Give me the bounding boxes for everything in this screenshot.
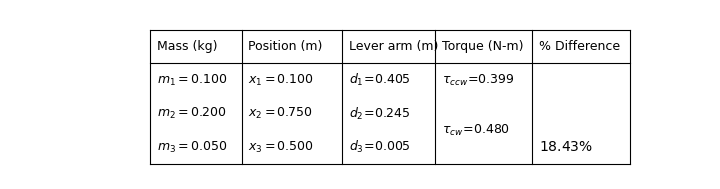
Text: $m_1 = 0.100$: $m_1 = 0.100$ xyxy=(157,73,228,88)
Text: $x_1 = 0.100$: $x_1 = 0.100$ xyxy=(248,73,315,88)
Text: Lever arm (m): Lever arm (m) xyxy=(349,40,438,53)
Text: Torque (N-m): Torque (N-m) xyxy=(441,40,523,53)
Text: $m_2 = 0.200$: $m_2 = 0.200$ xyxy=(157,106,227,121)
Text: $18.43\%$: $18.43\%$ xyxy=(539,140,593,154)
Text: Mass (kg): Mass (kg) xyxy=(157,40,217,53)
Text: % Difference: % Difference xyxy=(539,40,620,53)
Text: $d_3\!=\!0.005$: $d_3\!=\!0.005$ xyxy=(349,139,410,155)
Text: $d_1\!=\!0.405$: $d_1\!=\!0.405$ xyxy=(349,72,410,88)
Text: $m_3 = 0.050$: $m_3 = 0.050$ xyxy=(157,139,228,155)
Text: $d_2\!=\!0.245$: $d_2\!=\!0.245$ xyxy=(349,106,410,122)
Text: $x_3 = 0.500$: $x_3 = 0.500$ xyxy=(248,139,315,155)
Text: $\tau_{cw}\!=\!0.480$: $\tau_{cw}\!=\!0.480$ xyxy=(441,123,510,138)
Text: Position (m): Position (m) xyxy=(248,40,323,53)
Text: $x_2 = 0.750$: $x_2 = 0.750$ xyxy=(248,106,313,121)
Text: $\tau_{ccw}\!=\!0.399$: $\tau_{ccw}\!=\!0.399$ xyxy=(441,73,514,88)
